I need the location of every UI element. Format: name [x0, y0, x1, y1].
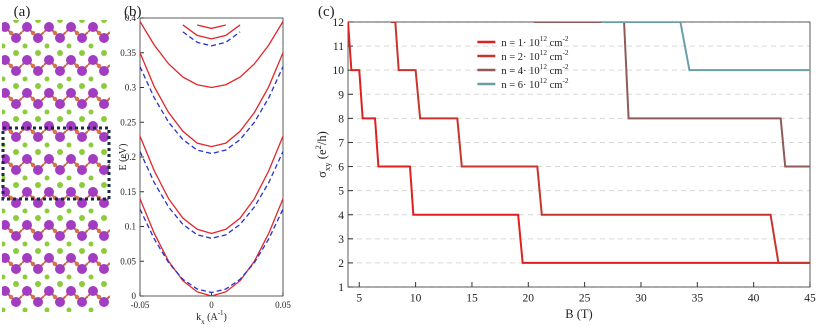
- series-line: [140, 208, 283, 294]
- x-axis-label: B (T): [565, 307, 592, 321]
- y-tick-label: 0: [132, 291, 137, 301]
- plots: (b)00.050.10.150.20.250.30.350.4-0.05 0 0.…: [118, 4, 816, 326]
- series-line: [197, 24, 226, 30]
- x-axis-label: kx (A-1): [196, 309, 227, 326]
- panel-label: (b): [124, 4, 142, 20]
- series-line: [140, 21, 283, 89]
- legend-label-part: n = 6· 10: [501, 80, 539, 91]
- y-tick-label: 0.3: [125, 83, 137, 93]
- axes-box: [139, 17, 284, 297]
- legend-label: n = 6· 1012 cm-2: [501, 76, 569, 91]
- x-tick-label: 25: [579, 293, 591, 305]
- x-axis-label-part: -1: [218, 309, 224, 317]
- series-line: [348, 22, 810, 264]
- x-axis-label-part: (A: [205, 312, 219, 323]
- unit-cell-box: [1, 126, 111, 201]
- y-tick-label: 10: [333, 65, 345, 77]
- legend-label-part: 12: [540, 62, 548, 71]
- y-tick-label: 0.4: [125, 13, 137, 23]
- y-tick-label: 9: [338, 89, 344, 101]
- y-tick-label: 0.25: [120, 117, 136, 127]
- legend-label-part: n = 1· 10: [501, 38, 539, 49]
- chart: (b)00.050.10.150.20.250.30.350.4-0.05 0 0.…: [118, 4, 291, 326]
- series-line: [182, 31, 241, 47]
- legend: n = 1· 1012 cm-2n = 2· 1012 cm-2n = 4· 1…: [477, 34, 569, 91]
- y-axis-label-part: 2: [313, 145, 323, 149]
- y-tick-label: 2: [338, 258, 344, 270]
- x-axis-label-part: k: [196, 312, 201, 323]
- legend-label-part: cm: [547, 52, 562, 63]
- series-line: [140, 135, 283, 235]
- crystal-structure: [2, 20, 110, 312]
- y-axis-label-part: E (eV): [118, 144, 129, 171]
- y-axis-label: E (eV): [118, 144, 129, 171]
- legend-label-part: -2: [562, 62, 568, 71]
- x-axis-label-part: x: [201, 318, 205, 326]
- legend-label-part: cm: [547, 80, 562, 91]
- y-axis-label-part: xy: [322, 162, 332, 171]
- legend-label-part: -2: [562, 34, 568, 43]
- y-tick-label: 0.15: [120, 187, 136, 197]
- x-tick-label: 35: [692, 293, 704, 305]
- legend-label: n = 4· 1012 cm-2: [501, 62, 569, 77]
- x-tick-label: 0: [209, 300, 214, 310]
- legend-label-part: cm: [547, 66, 562, 77]
- series-line: [140, 66, 283, 155]
- series-line: [533, 22, 810, 168]
- legend-label-part: n = 4· 10: [501, 66, 539, 77]
- legend-label-part: cm: [547, 38, 562, 49]
- x-tick-label: 45: [804, 293, 816, 305]
- series-line: [140, 198, 283, 296]
- panel-label: (a): [14, 4, 31, 20]
- y-tick-label: 8: [338, 113, 344, 125]
- legend-label-part: 12: [540, 34, 548, 43]
- legend-label-part: -2: [562, 48, 568, 57]
- y-tick-label: 0.1: [125, 222, 136, 232]
- y-tick-label: 0.2: [125, 152, 136, 162]
- x-tick-label: 30: [635, 293, 647, 305]
- legend-label: n = 2· 1012 cm-2: [501, 48, 569, 63]
- series-line: [390, 22, 810, 264]
- axes-box: [347, 21, 811, 288]
- y-axis-label-part: /h): [315, 131, 329, 145]
- x-tick-label: 40: [748, 293, 760, 305]
- x-tick-label: 20: [523, 293, 535, 305]
- x-tick-label: 5: [356, 293, 362, 305]
- y-tick-label: 12: [333, 17, 345, 29]
- y-tick-label: 6: [338, 162, 344, 174]
- series-line: [601, 22, 810, 72]
- legend-label-part: n = 2· 10: [501, 52, 539, 63]
- x-tick-label: -0.05: [131, 300, 150, 310]
- series-line: [140, 52, 283, 148]
- y-tick-label: 1: [338, 282, 344, 294]
- legend-label-part: 12: [540, 48, 548, 57]
- legend-label: n = 1· 1012 cm-2: [501, 34, 569, 49]
- x-tick-label: 0.05: [275, 300, 291, 310]
- y-tick-label: 3: [338, 234, 344, 246]
- y-axis-label: σxy (e2/h): [313, 131, 332, 178]
- panel-label: (c): [318, 4, 335, 20]
- legend-label-part: 12: [540, 76, 548, 85]
- y-tick-label: 4: [338, 210, 344, 222]
- y-tick-label: 7: [338, 137, 344, 149]
- legend-label-part: -2: [562, 76, 568, 85]
- y-tick-label: 0.05: [120, 256, 136, 266]
- y-axis-label-part: (e: [315, 149, 329, 162]
- y-tick-label: 0.35: [120, 48, 136, 58]
- x-axis-label-part: B (T): [565, 307, 592, 321]
- series-line: [140, 151, 283, 239]
- x-tick-label: 15: [466, 293, 478, 305]
- x-tick-label: 10: [410, 293, 422, 305]
- series-line: [182, 24, 241, 40]
- y-axis-label-part: σ: [315, 171, 329, 178]
- y-tick-label: 5: [338, 186, 344, 198]
- x-axis-label-part: ): [224, 312, 227, 323]
- y-tick-label: 11: [333, 41, 344, 53]
